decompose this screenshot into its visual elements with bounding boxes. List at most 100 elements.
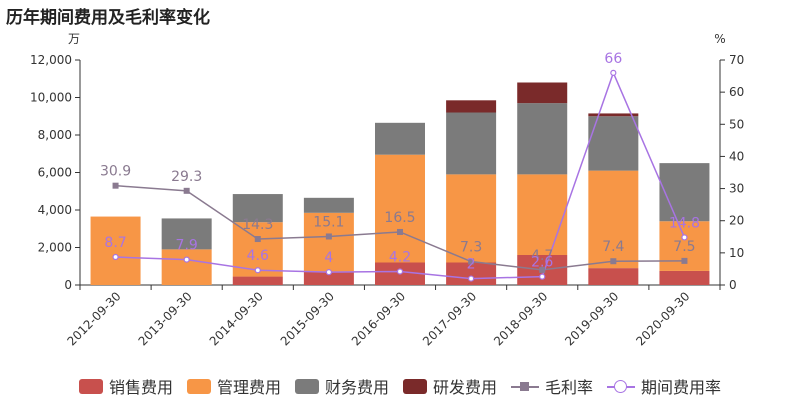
period-rate-label: 7.9 (176, 238, 198, 254)
period-rate-point (681, 234, 688, 241)
bar-segment (517, 82, 568, 104)
right-tick-label: 0 (729, 278, 737, 292)
right-tick-label: 20 (729, 214, 744, 228)
gross-margin-label: 14.3 (242, 217, 273, 233)
period-rate-point (183, 256, 190, 263)
gross-margin-point (397, 228, 403, 235)
period-rate-point (610, 69, 617, 76)
gross-margin-label: 15.1 (313, 214, 344, 230)
bar-segment (517, 103, 568, 175)
bar-segment (90, 216, 141, 285)
bar-segment (659, 163, 710, 222)
x-tick-label: 2020-09-30 (633, 289, 692, 348)
period-rate-point (468, 275, 475, 282)
legend-line-square-icon (511, 379, 540, 394)
gross-margin-label: 4.7 (531, 248, 553, 264)
gross-margin-point (254, 236, 261, 243)
left-tick-label: 4,000 (38, 203, 72, 217)
gross-margin-label: 29.3 (171, 169, 202, 185)
legend-item-rd-expense[interactable]: 研发费用 (403, 374, 497, 398)
bar-segment (446, 112, 497, 175)
x-tick-label: 2014-09-30 (207, 289, 266, 348)
gross-margin-point (112, 182, 119, 189)
period-rate-label: 8.7 (104, 235, 126, 251)
period-rate-point (396, 268, 404, 275)
chart-title: 历年期间费用及毛利率变化 (6, 8, 210, 28)
bar-segment (588, 268, 639, 285)
legend-swatch (403, 378, 427, 394)
bar-segment (375, 154, 425, 263)
legend: 销售费用 管理费用 财务费用 研发费用 毛利率 期间费用率 (0, 374, 800, 398)
gross-margin-point (610, 258, 617, 265)
x-tick-label: 2015-09-30 (278, 289, 337, 348)
bar-segment (375, 122, 425, 155)
legend-label: 期间费用率 (641, 378, 722, 397)
x-tick-label: 2013-09-30 (136, 289, 195, 348)
period-rate-point (112, 253, 119, 261)
bar-segment (303, 212, 354, 272)
period-rate-label: 4 (324, 250, 333, 266)
right-tick-label: 50 (729, 117, 744, 131)
bar-segment (588, 113, 639, 117)
right-tick-label: 60 (729, 85, 744, 99)
period-rate-point (254, 267, 261, 274)
legend-line-circle-icon (607, 379, 636, 394)
period-rate-point (325, 269, 332, 276)
legend-item-gross-margin[interactable]: 毛利率 (511, 374, 593, 398)
x-tick-label: 2019-09-30 (562, 289, 621, 348)
gross-margin-point (325, 233, 332, 240)
x-tick-label: 2016-09-30 (349, 289, 408, 348)
period-rate-label: 4.6 (247, 248, 269, 264)
left-tick-label: 10,000 (30, 91, 72, 105)
legend-label: 管理费用 (216, 378, 281, 397)
right-tick-label: 40 (729, 149, 744, 163)
period-rate-label: 14.8 (669, 215, 700, 231)
bar-segment (303, 197, 354, 213)
period-rate-label: 66 (604, 51, 622, 67)
bar-segment (303, 271, 354, 285)
gross-margin-label: 7.5 (673, 239, 695, 255)
gross-margin-point (539, 266, 546, 273)
bar-segment (446, 100, 497, 113)
bar-segment (446, 262, 497, 285)
gross-margin-point (468, 258, 475, 265)
legend-item-finance-expense[interactable]: 财务费用 (294, 374, 389, 398)
bar-segment (446, 174, 497, 263)
x-tick-label: 2012-09-30 (64, 289, 123, 348)
period-rate-label: 4.2 (389, 250, 411, 266)
bar-segment (588, 170, 639, 269)
left-tick-label: 0 (64, 278, 72, 292)
legend-swatch (78, 378, 103, 394)
left-tick-label: 2,000 (38, 241, 72, 255)
legend-label: 研发费用 (433, 378, 498, 397)
bar-segment (161, 249, 212, 285)
legend-label: 毛利率 (545, 378, 594, 397)
legend-swatch (186, 378, 211, 394)
bar-segment (659, 270, 710, 285)
left-axis-unit: 万 (68, 32, 80, 46)
left-tick-label: 12,000 (30, 53, 72, 67)
legend-item-admin-expense[interactable]: 管理费用 (186, 374, 281, 398)
right-axis-unit: % (714, 32, 725, 46)
left-tick-label: 8,000 (38, 128, 72, 142)
left-tick-label: 6,000 (38, 166, 72, 180)
right-tick-label: 10 (729, 246, 744, 260)
gross-margin-label: 30.9 (100, 164, 131, 180)
bar-segment (161, 218, 212, 250)
legend-item-period-expense-rate[interactable]: 期间费用率 (607, 374, 721, 398)
expense-chart: 万 % 0 2,000 4,000 6,000 8,000 10,000 12,000 0 10 20… (30, 32, 744, 348)
period-rate-label: 2 (467, 257, 476, 273)
right-tick-label: 30 (729, 182, 744, 196)
right-tick-label: 70 (729, 53, 744, 67)
legend-swatch (294, 378, 319, 394)
x-tick-label: 2017-09-30 (420, 289, 479, 348)
bar-segment (588, 116, 639, 171)
gross-margin-label: 7.3 (460, 240, 482, 256)
legend-label: 财务费用 (324, 378, 389, 397)
x-tick-label: 2018-09-30 (491, 289, 550, 348)
legend-item-sales-expense[interactable]: 销售费用 (78, 374, 173, 398)
bar-segment (232, 276, 283, 285)
gross-margin-point (183, 187, 190, 194)
period-rate-point (539, 273, 546, 280)
gross-margin-label: 16.5 (384, 210, 415, 226)
